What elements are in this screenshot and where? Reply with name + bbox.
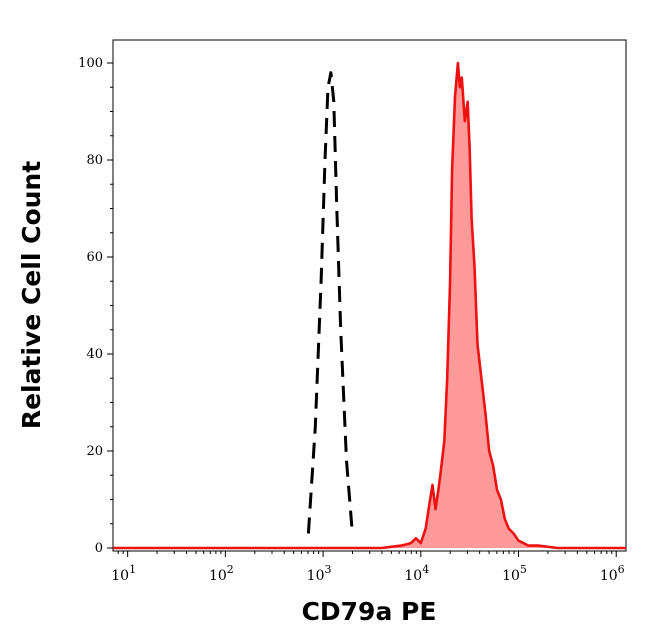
x-tick-exponent: 4 [422, 563, 429, 576]
y-tick-label: 100 [78, 56, 103, 71]
x-tick-exponent: 1 [129, 563, 136, 576]
y-tick-label: 20 [86, 444, 103, 459]
x-tick-label: 103 [307, 563, 332, 584]
x-tick-label: 104 [404, 563, 429, 584]
x-tick-label: 101 [111, 563, 136, 584]
y-axis-ticks: 0 20 40 60 80 100 [78, 56, 113, 556]
x-tick-exponent: 2 [227, 563, 234, 576]
y-tick-label: 40 [86, 347, 103, 362]
x-tick-exponent: 3 [324, 563, 331, 576]
x-axis-ticks: 101 102 103 104 105 106 [111, 551, 625, 584]
x-tick-exponent: 6 [618, 563, 625, 576]
y-tick-label: 0 [95, 541, 103, 556]
y-tick-label: 60 [86, 250, 103, 265]
series-1-fill [113, 63, 626, 548]
series-1-line [113, 61, 626, 550]
x-tick-label: 102 [209, 563, 234, 584]
x-tick-exponent: 5 [520, 563, 527, 576]
x-tick-label: 106 [600, 563, 625, 584]
y-tick-label: 80 [86, 153, 103, 168]
series-0-line [306, 71, 354, 534]
x-axis-title: CD79a PE [302, 597, 437, 626]
x-tick-label: 105 [502, 563, 527, 584]
series-layer [113, 61, 626, 550]
plot-frame [112, 39, 627, 552]
y-axis-title: Relative Cell Count [17, 161, 46, 429]
